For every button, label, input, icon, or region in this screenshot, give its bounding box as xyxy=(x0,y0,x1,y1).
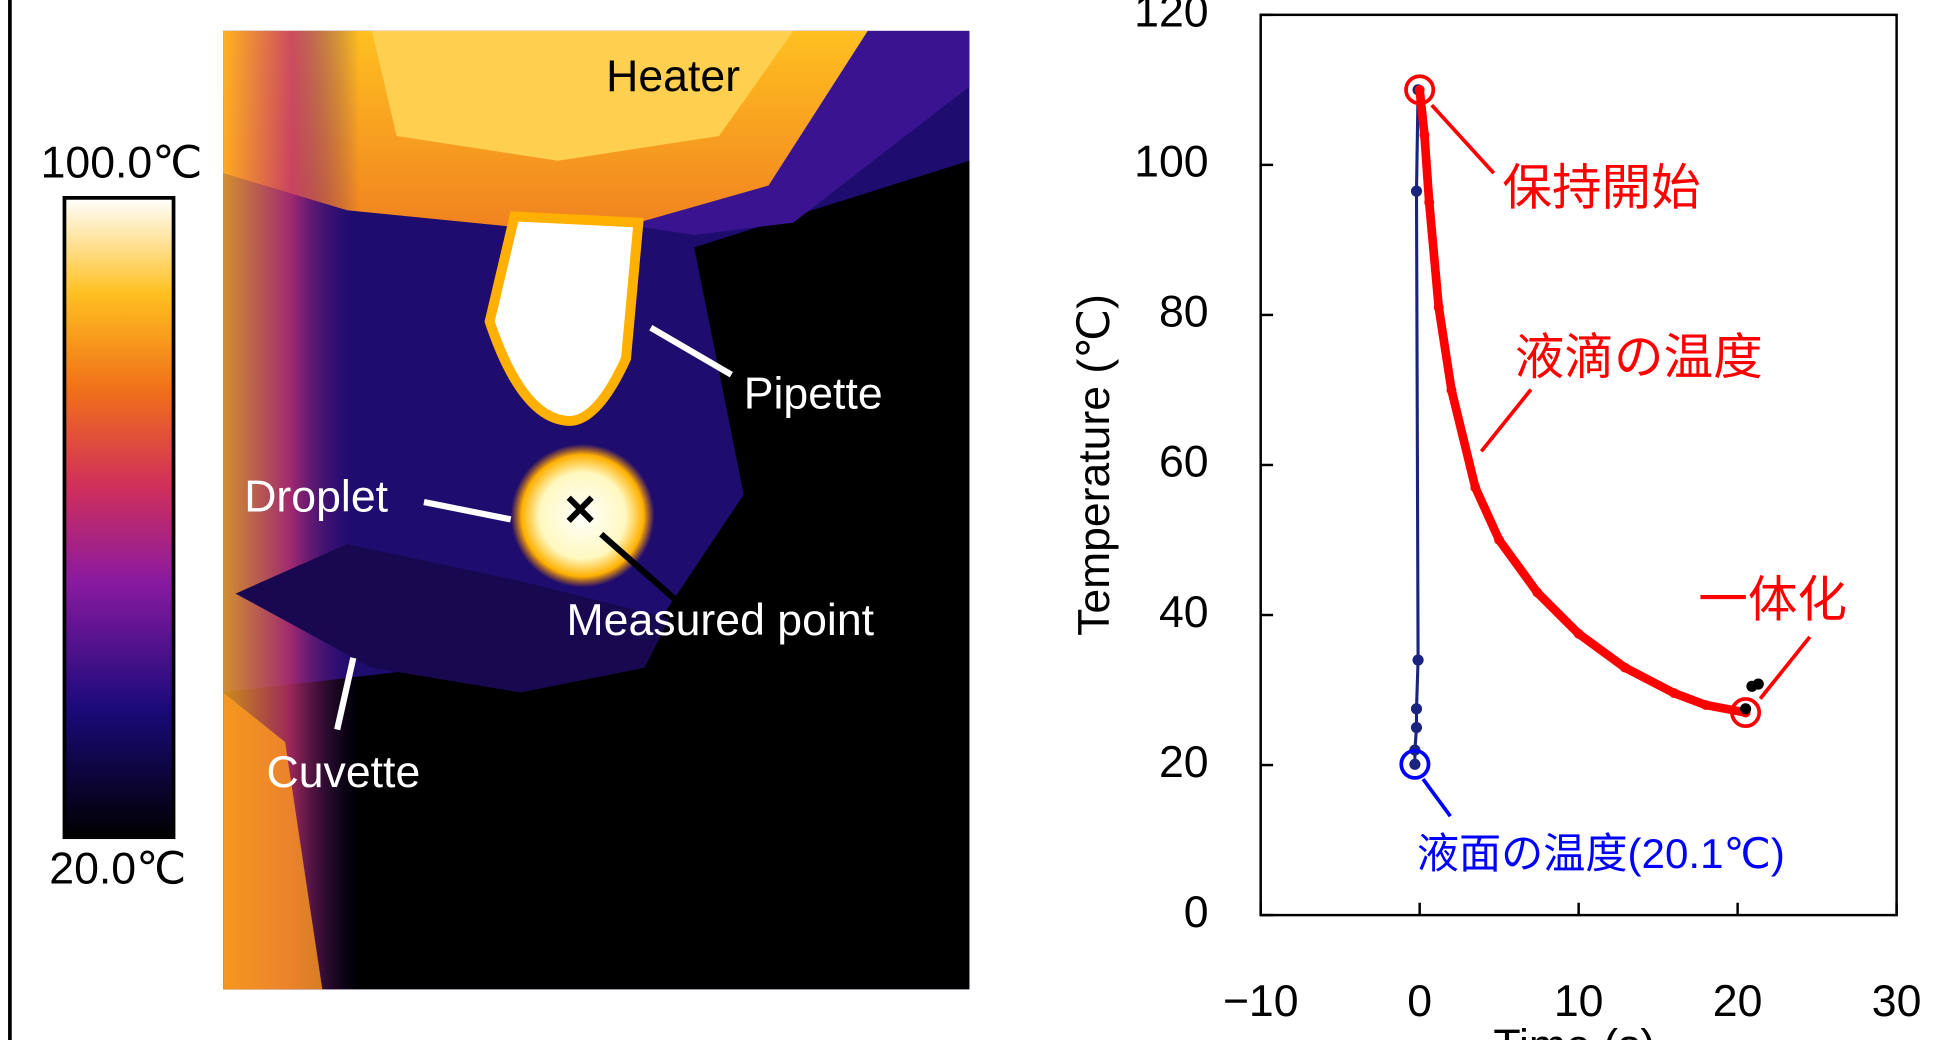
colorbar-label: 20.0℃ xyxy=(49,845,186,894)
x-axis-label: Time (s) xyxy=(1493,1021,1655,1040)
image-label: Measured point xyxy=(567,596,875,645)
x-tick-label: 20 xyxy=(1713,977,1763,1026)
data-point xyxy=(1619,662,1630,673)
y-tick-label: 60 xyxy=(1159,438,1209,487)
x-tick-label: 10 xyxy=(1554,977,1604,1026)
x-tick-label: 0 xyxy=(1407,977,1432,1026)
y-tick-label: 0 xyxy=(1184,888,1209,937)
data-point xyxy=(1669,688,1679,698)
image-label: Cuvette xyxy=(267,748,421,797)
plot-area: 0 20 40 60 80 100 120 −10 0 10 20 30 xyxy=(1134,0,1921,1026)
image-label: Droplet xyxy=(244,472,388,521)
data-point xyxy=(1414,84,1425,95)
annotation: 液滴の温度 xyxy=(1515,330,1763,385)
data-point xyxy=(1410,703,1423,715)
highlight-ring xyxy=(1399,748,1431,780)
data-point xyxy=(1424,197,1435,208)
image-label: Pipette xyxy=(744,370,883,419)
annotation: 液面の温度(20.1℃) xyxy=(1417,830,1785,877)
data-point xyxy=(1532,587,1543,598)
y-tick-label: 40 xyxy=(1159,588,1209,637)
image-label: Heater xyxy=(606,52,740,101)
svg-text:×: × xyxy=(564,479,596,540)
x-tick-label: 30 xyxy=(1872,977,1922,1026)
y-tick-label: 100 xyxy=(1134,138,1208,187)
data-point xyxy=(1740,703,1752,715)
y-tick-label: 20 xyxy=(1159,738,1209,787)
highlight-ring xyxy=(1730,697,1762,729)
data-point xyxy=(1409,758,1421,770)
plot-frame xyxy=(1259,13,1898,917)
data-point xyxy=(1470,482,1481,493)
data-point xyxy=(1410,721,1423,734)
highlight-ring xyxy=(1404,74,1436,106)
colorbar xyxy=(62,196,176,840)
y-tick-label: 80 xyxy=(1159,288,1209,337)
x-tick-label: −10 xyxy=(1223,977,1299,1026)
data-point xyxy=(1494,535,1505,545)
y-tick-label: 120 xyxy=(1134,0,1208,37)
data-point xyxy=(1752,678,1764,690)
annotation: 保持開始 xyxy=(1502,161,1700,216)
data-point xyxy=(1433,302,1444,313)
thermal-image: × xyxy=(223,30,970,990)
data-point xyxy=(1700,700,1711,710)
data-point xyxy=(1446,385,1457,395)
data-point xyxy=(1412,654,1424,666)
y-axis-label: Temperature (℃) xyxy=(1070,294,1119,636)
annotation: 一体化 xyxy=(1698,573,1847,628)
colorbar-label: 100.0℃ xyxy=(41,139,203,188)
data-point xyxy=(1573,628,1584,639)
data-point xyxy=(1410,185,1423,197)
data-point xyxy=(1419,129,1430,140)
